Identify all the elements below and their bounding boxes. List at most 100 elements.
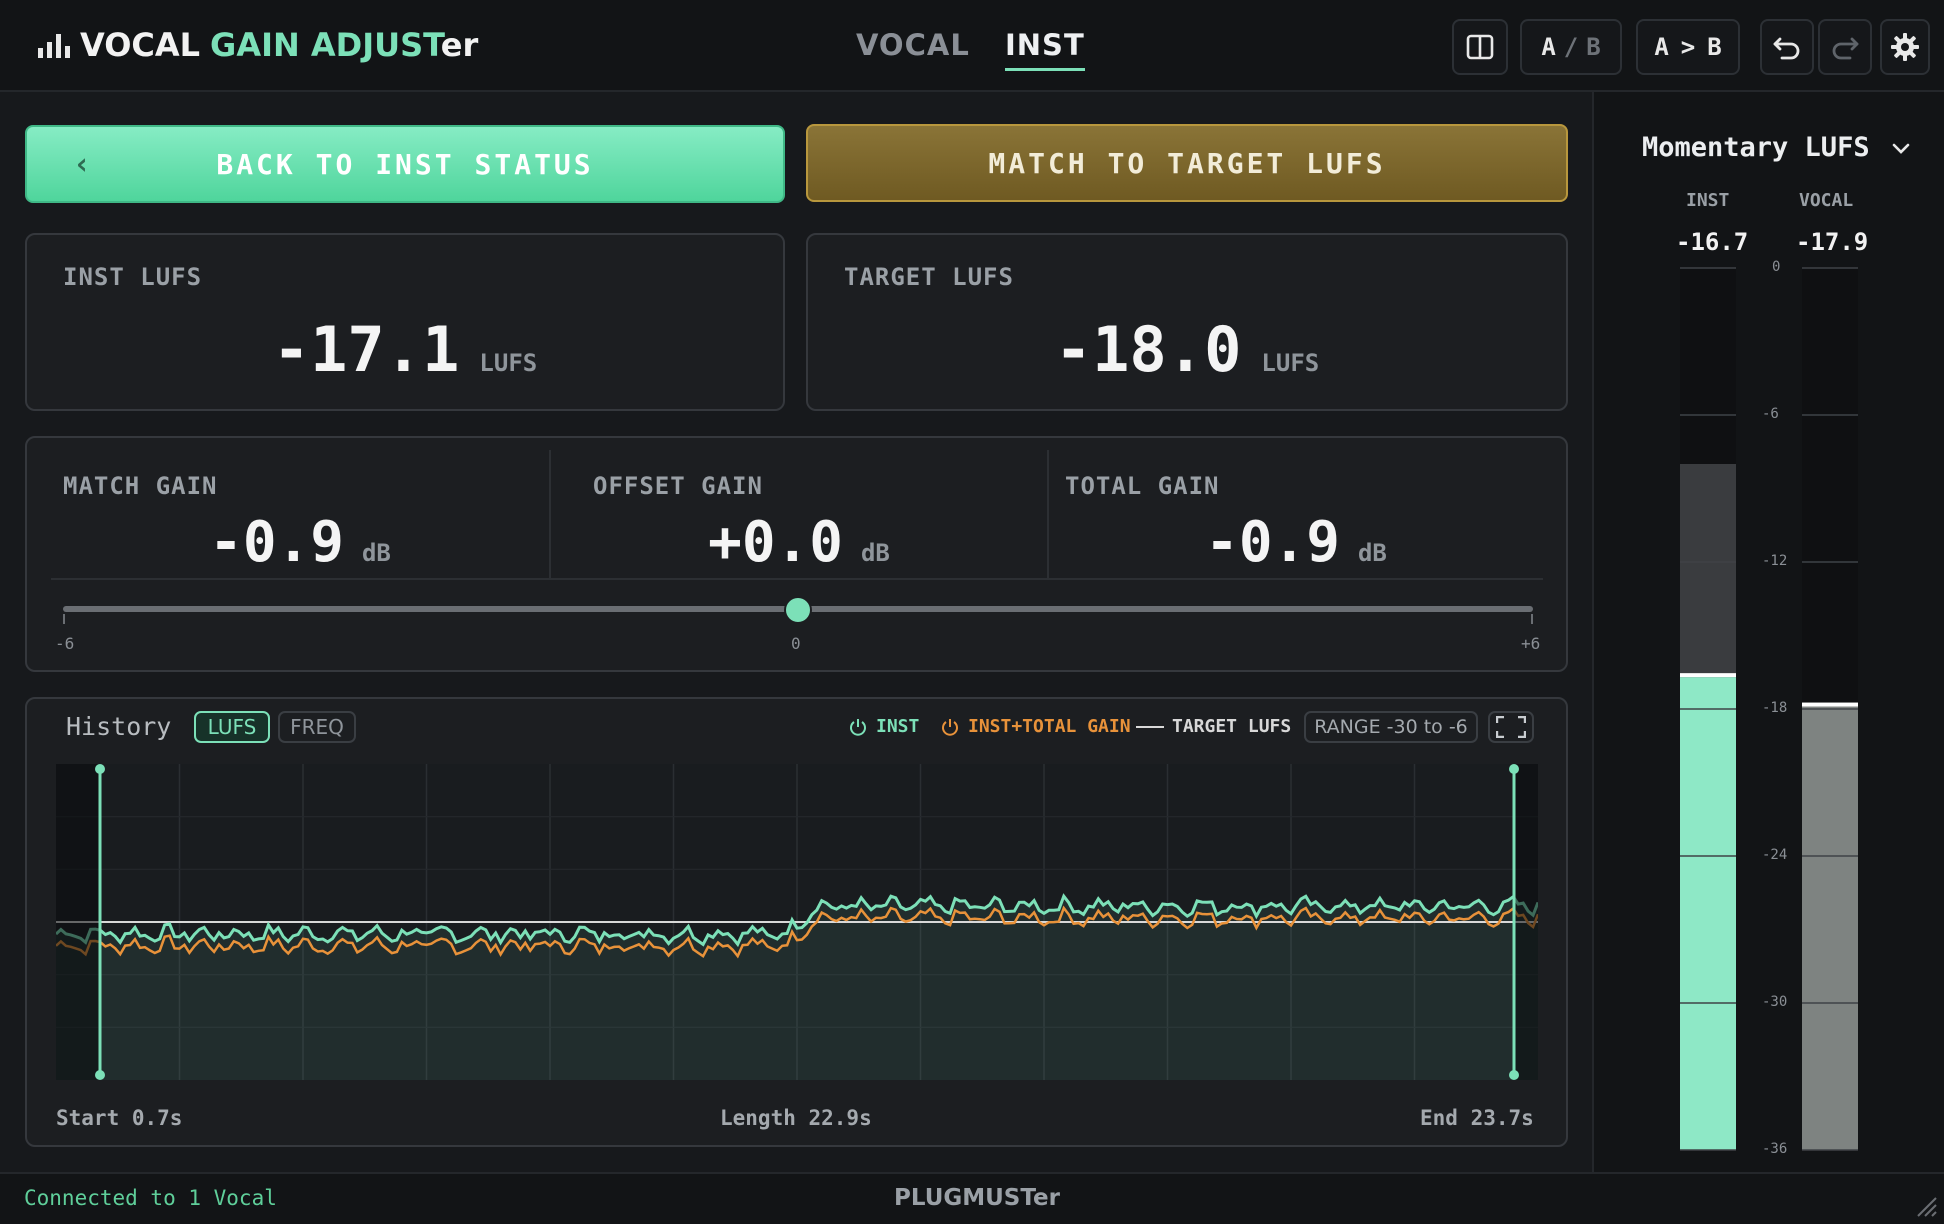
history-title: History	[66, 712, 172, 741]
vocal-peak-marker	[1802, 702, 1858, 707]
total-gain-section: TOTAL GAIN -0.9 dB	[1047, 450, 1543, 580]
inst-level-bar	[1680, 677, 1736, 1150]
meter-scale-label: -18	[1762, 700, 1788, 716]
gear-icon	[1891, 33, 1919, 61]
legend-inst-total-toggle[interactable]: INST+TOTAL GAIN	[940, 716, 1131, 737]
inst-lufs-value: -17.1	[272, 313, 460, 386]
total-gain-label: TOTAL GAIN	[1065, 472, 1220, 500]
inst-lufs-card: INST LUFS -17.1 LUFS	[25, 233, 785, 411]
meter-scale-label: -24	[1762, 847, 1788, 863]
ab-compare-button[interactable]: A / B	[1520, 19, 1622, 75]
resize-grip-icon[interactable]	[1914, 1194, 1938, 1218]
range-button[interactable]: RANGE -30 to -6	[1304, 711, 1478, 743]
split-view-button[interactable]	[1452, 19, 1508, 75]
end-marker[interactable]	[1509, 764, 1519, 1080]
copy-right-label: B	[1707, 33, 1722, 61]
inst-lufs-line	[56, 893, 1538, 948]
inst-lufs-area	[56, 896, 1538, 1080]
target-lufs-unit: LUFS	[1261, 349, 1320, 377]
match-button-label: MATCH TO TARGET LUFS	[988, 146, 1386, 180]
meter-vocal-value: -17.9	[1796, 228, 1869, 256]
meter-scale-label: -6	[1762, 406, 1779, 422]
tab-vocal[interactable]: VOCAL	[856, 28, 970, 62]
legend-target: TARGET LUFS	[1136, 716, 1291, 737]
post-selection-shade	[1514, 764, 1538, 1080]
inst-lufs-label: INST LUFS	[63, 263, 203, 291]
offset-gain-slider-thumb[interactable]	[784, 596, 812, 624]
match-gain-section: MATCH GAIN -0.9 dB	[51, 450, 551, 580]
ab-sep-label: /	[1563, 33, 1579, 61]
meter-inst-label: INST	[1686, 190, 1730, 211]
match-gain-unit: dB	[361, 539, 391, 567]
match-gain-label: MATCH GAIN	[63, 472, 218, 500]
mode-freq-toggle[interactable]: FREQ	[278, 711, 356, 743]
legend-target-label: TARGET LUFS	[1172, 716, 1292, 737]
meter-graphic	[1680, 267, 1858, 1151]
settings-button[interactable]	[1880, 19, 1930, 75]
connection-status: Connected to 1 Vocal	[24, 1186, 277, 1210]
offset-gain-label: OFFSET GAIN	[593, 472, 763, 500]
ab-right-label: B	[1586, 33, 1601, 61]
mode-lufs-toggle[interactable]: LUFS	[194, 711, 270, 743]
tab-inst[interactable]: INST	[1005, 28, 1085, 71]
power-icon	[850, 718, 866, 736]
logo-word-er: er	[440, 26, 479, 64]
logo-word-vocal: VOCAL	[80, 26, 201, 64]
slider-tick-max	[1531, 614, 1533, 624]
match-to-target-lufs-button[interactable]: MATCH TO TARGET LUFS	[806, 124, 1568, 202]
history-start-label: Start 0.7s	[56, 1106, 183, 1130]
meter-mode-dropdown[interactable]: Momentary LUFS	[1642, 132, 1914, 163]
meter-scale-label: -12	[1762, 553, 1788, 569]
target-lufs-card: TARGET LUFS -18.0 LUFS	[806, 233, 1568, 411]
back-to-inst-status-button[interactable]: ‹ BACK TO INST STATUS	[25, 125, 785, 203]
legend-inst-total-label: INST+TOTAL GAIN	[968, 716, 1131, 737]
chevron-left-icon: ‹	[73, 146, 95, 182]
total-gain-value: -0.9	[1205, 510, 1340, 575]
meter-vocal-label: VOCAL	[1799, 190, 1854, 211]
copy-sep-label: >	[1680, 33, 1696, 61]
slider-min-label: -6	[55, 634, 75, 653]
app-logo: VOCAL GAIN ADJUSTer	[38, 26, 478, 64]
vocal-level-bar	[1802, 706, 1858, 1150]
meter-inst-value: -16.7	[1676, 228, 1749, 256]
total-gain-unit: dB	[1357, 539, 1387, 567]
legend-inst-toggle[interactable]: INST	[848, 716, 919, 737]
target-line-swatch	[1136, 725, 1164, 728]
undo-button[interactable]	[1760, 19, 1814, 75]
meter-scale-label: 0	[1772, 259, 1781, 275]
meter-panel: Momentary LUFS INST VOCAL -16.7 -17.9 0 …	[1592, 92, 1944, 1172]
gain-card: MATCH GAIN -0.9 dB OFFSET GAIN +0.0 dB T…	[25, 436, 1568, 672]
history-end-label: End 23.7s	[1420, 1106, 1534, 1130]
legend-inst-label: INST	[876, 716, 920, 737]
slider-tick-min	[63, 614, 65, 624]
redo-button[interactable]	[1818, 19, 1872, 75]
inst-peak-marker	[1680, 673, 1736, 678]
target-lufs-value: -18.0	[1054, 313, 1242, 386]
footer-bar: Connected to 1 Vocal PLUGMUSTer	[0, 1172, 1944, 1224]
fullscreen-button[interactable]	[1488, 711, 1534, 743]
offset-gain-unit: dB	[860, 539, 890, 567]
ab-left-label: A	[1541, 33, 1556, 61]
slider-mid-label: 0	[791, 634, 801, 653]
expand-icon	[1496, 716, 1526, 738]
history-plot[interactable]	[56, 764, 1538, 1080]
undo-icon	[1773, 37, 1800, 60]
inst-total-gain-line	[56, 905, 1538, 959]
meter-scale-label: -36	[1762, 1141, 1788, 1157]
pre-selection-shade	[56, 764, 100, 1080]
inst-peak-zone	[1680, 464, 1736, 678]
split-view-icon	[1466, 34, 1494, 60]
copy-a-to-b-button[interactable]: A > B	[1636, 19, 1740, 75]
chevron-down-icon	[1892, 143, 1909, 154]
copy-left-label: A	[1654, 33, 1669, 61]
header-bar: VOCAL GAIN ADJUSTer VOCAL INST A / B A >…	[0, 0, 1944, 92]
history-length-label: Length 22.9s	[720, 1106, 872, 1130]
redo-icon	[1832, 37, 1859, 60]
meter-scale-label: -30	[1762, 994, 1788, 1010]
match-gain-value: -0.9	[209, 510, 344, 575]
start-marker[interactable]	[95, 764, 105, 1080]
offset-gain-section: OFFSET GAIN +0.0 dB	[551, 450, 1047, 580]
offset-gain-value: +0.0	[708, 510, 843, 575]
slider-max-label: +6	[1521, 634, 1541, 653]
meter-mode-label: Momentary LUFS	[1642, 132, 1870, 163]
